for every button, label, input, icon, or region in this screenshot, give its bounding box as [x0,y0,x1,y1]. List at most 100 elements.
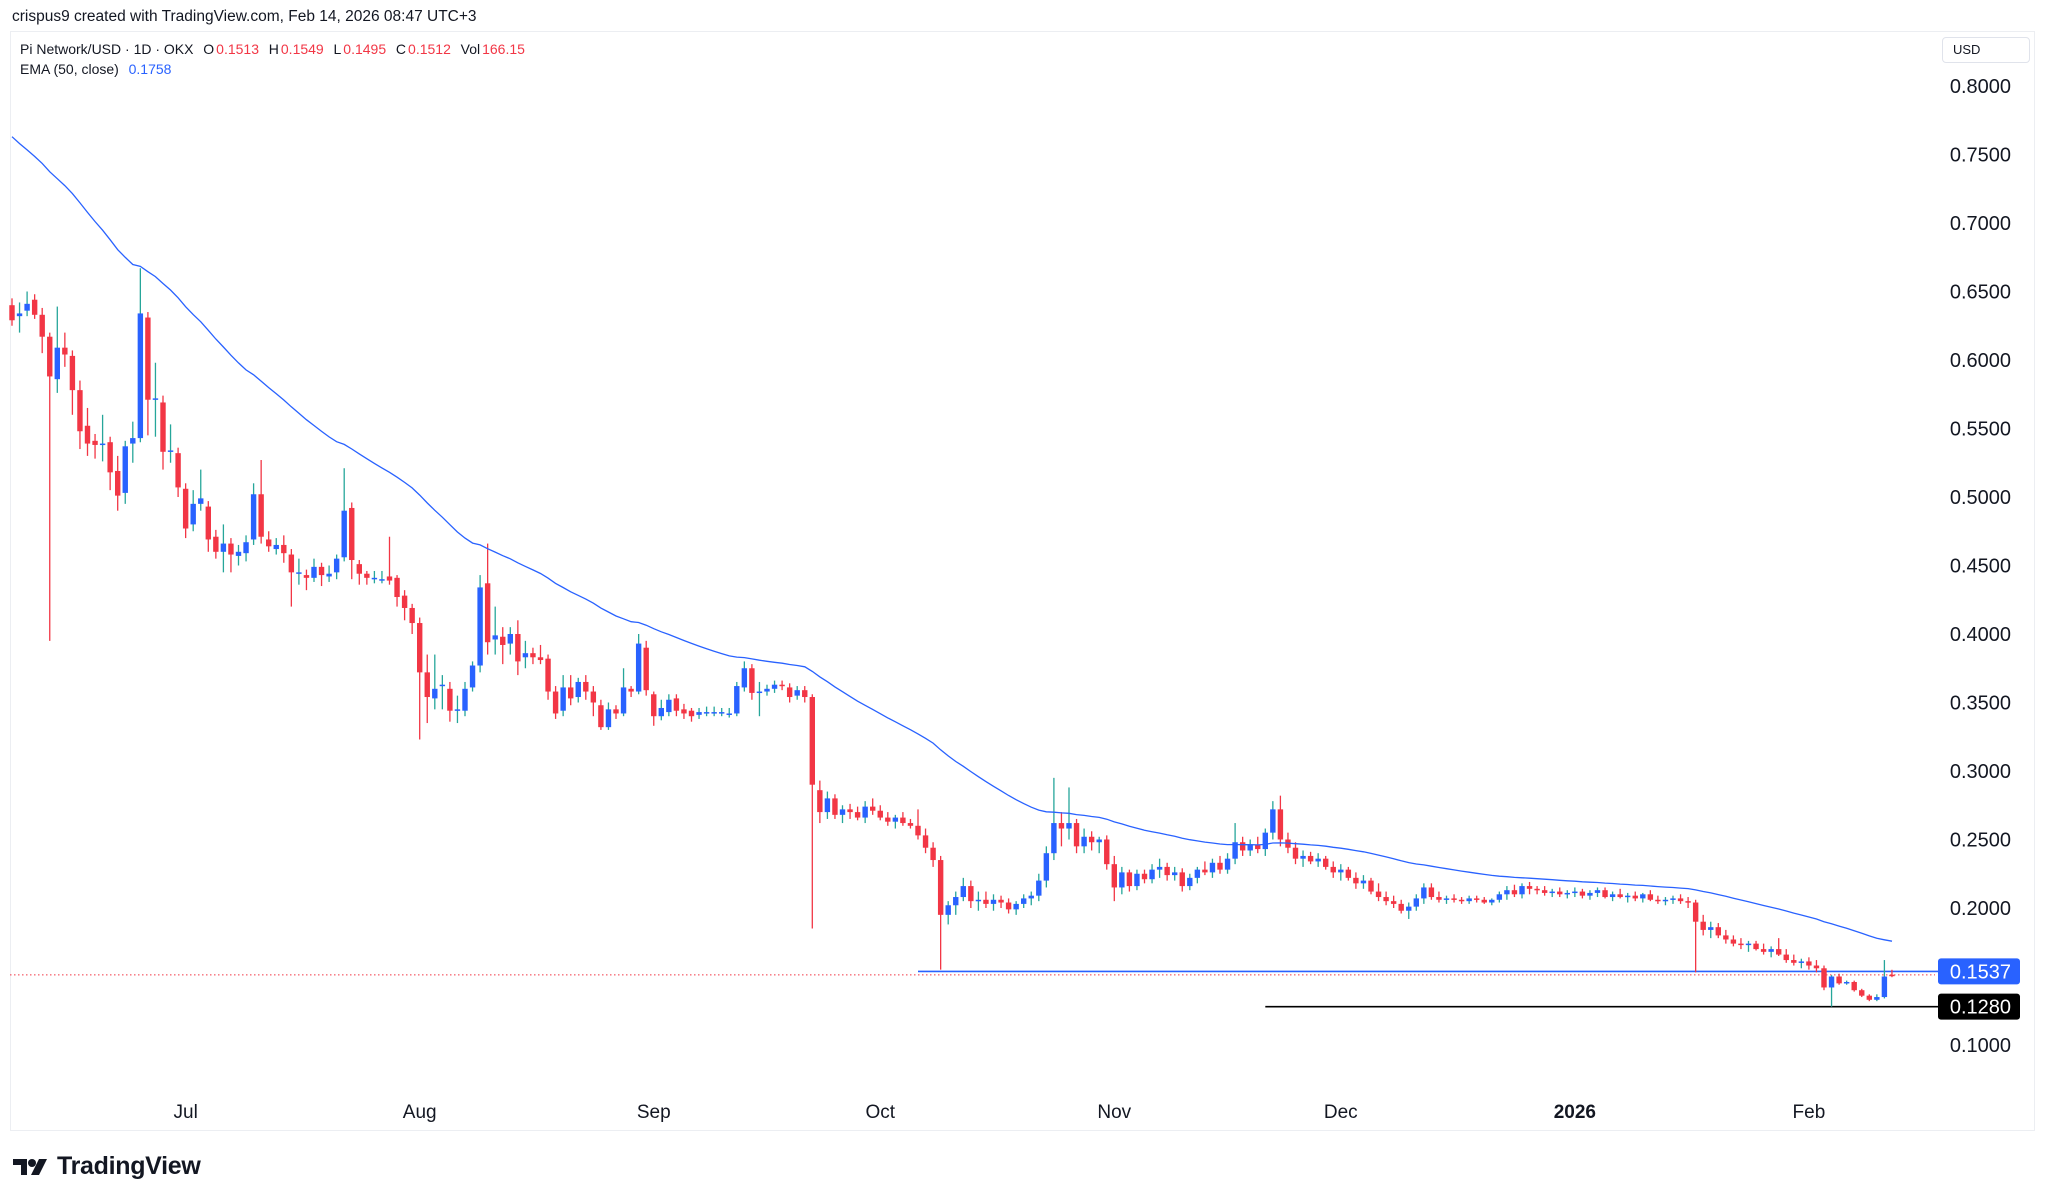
candle[interactable] [1662,897,1669,906]
candle[interactable] [1209,858,1216,878]
candle[interactable] [190,490,196,532]
candle[interactable] [1058,812,1065,847]
candle[interactable] [1466,895,1472,904]
candle[interactable] [1104,835,1110,870]
candle[interactable] [1383,891,1389,906]
candle[interactable] [635,634,642,695]
candle[interactable] [1745,940,1752,952]
candle[interactable] [311,558,317,582]
candle[interactable] [356,560,362,585]
candle[interactable] [953,891,959,915]
candle[interactable] [484,543,491,655]
candle[interactable] [726,707,732,718]
candle[interactable] [1172,866,1178,881]
candle[interactable] [1458,897,1465,904]
candle[interactable] [1232,823,1238,865]
candle[interactable] [900,812,906,826]
candle[interactable] [349,502,355,580]
candle[interactable] [394,575,400,607]
candle[interactable] [930,842,936,867]
candle[interactable] [1708,921,1714,939]
candle[interactable] [1247,839,1253,856]
candle[interactable] [47,332,53,641]
candle[interactable] [1534,886,1540,895]
candle[interactable] [401,590,408,621]
candle[interactable] [454,695,461,724]
candle[interactable] [220,524,227,573]
candle[interactable] [1436,891,1442,903]
candle[interactable] [462,681,468,717]
candle[interactable] [786,683,793,703]
candle[interactable] [99,414,106,462]
candle[interactable] [16,302,23,333]
candle[interactable] [1096,836,1102,854]
candle[interactable] [1866,994,1872,1002]
candle[interactable] [1292,842,1299,865]
candle[interactable] [1504,886,1510,900]
candle[interactable] [1051,777,1057,861]
candle[interactable] [530,647,536,665]
candle[interactable] [1111,855,1117,902]
candle[interactable] [870,798,876,815]
candle[interactable] [1511,884,1518,898]
candle[interactable] [847,803,853,819]
candle[interactable] [854,806,861,821]
candle[interactable] [1149,864,1155,884]
candle[interactable] [77,380,83,450]
candle[interactable] [318,562,325,587]
candle[interactable] [1625,892,1631,903]
candle[interactable] [522,640,529,669]
candle[interactable] [1270,801,1276,840]
candle[interactable] [1323,855,1329,870]
candle[interactable] [273,538,279,555]
candle[interactable] [1851,980,1857,992]
candle[interactable] [749,664,755,700]
candle[interactable] [583,675,589,700]
candle[interactable] [945,901,951,925]
candle[interactable] [1277,795,1284,847]
candle[interactable] [296,558,302,585]
candle[interactable] [688,707,695,722]
candle[interactable] [492,606,498,655]
candle[interactable] [107,436,113,491]
candle[interactable] [1715,923,1721,939]
candle[interactable] [1828,975,1835,1007]
candle[interactable] [137,268,144,443]
candle[interactable] [605,702,612,730]
candle[interactable] [54,306,60,393]
candle[interactable] [1368,877,1374,895]
candle[interactable] [122,440,128,504]
candle[interactable] [673,694,680,717]
candle[interactable] [424,654,430,724]
candle[interactable] [386,536,393,585]
candle[interactable] [764,684,770,696]
candle[interactable] [998,895,1004,908]
candle[interactable] [1798,958,1805,969]
candle[interactable] [288,549,295,607]
candle[interactable] [1239,836,1246,856]
candle[interactable] [1315,853,1321,867]
candle[interactable] [1874,994,1880,1002]
candle[interactable] [364,570,370,585]
candle[interactable] [907,818,914,829]
candle[interactable] [1202,861,1208,876]
candle[interactable] [552,686,559,719]
candle[interactable] [1572,887,1578,898]
candle[interactable] [1692,899,1699,973]
ema-label[interactable]: EMA (50, close) [20,61,119,77]
candle[interactable] [1360,875,1367,889]
candle[interactable] [379,570,385,584]
candle[interactable] [568,675,574,706]
candle[interactable] [469,661,476,692]
candle[interactable] [666,694,672,717]
candle[interactable] [84,407,91,456]
candle[interactable] [575,677,581,703]
candle[interactable] [537,644,544,665]
candle[interactable] [62,332,68,367]
candle[interactable] [1843,980,1850,985]
candle[interactable] [1406,902,1412,919]
candle[interactable] [1398,899,1404,914]
candle[interactable] [1821,965,1827,991]
candle[interactable] [628,686,634,698]
candle[interactable] [167,424,174,463]
